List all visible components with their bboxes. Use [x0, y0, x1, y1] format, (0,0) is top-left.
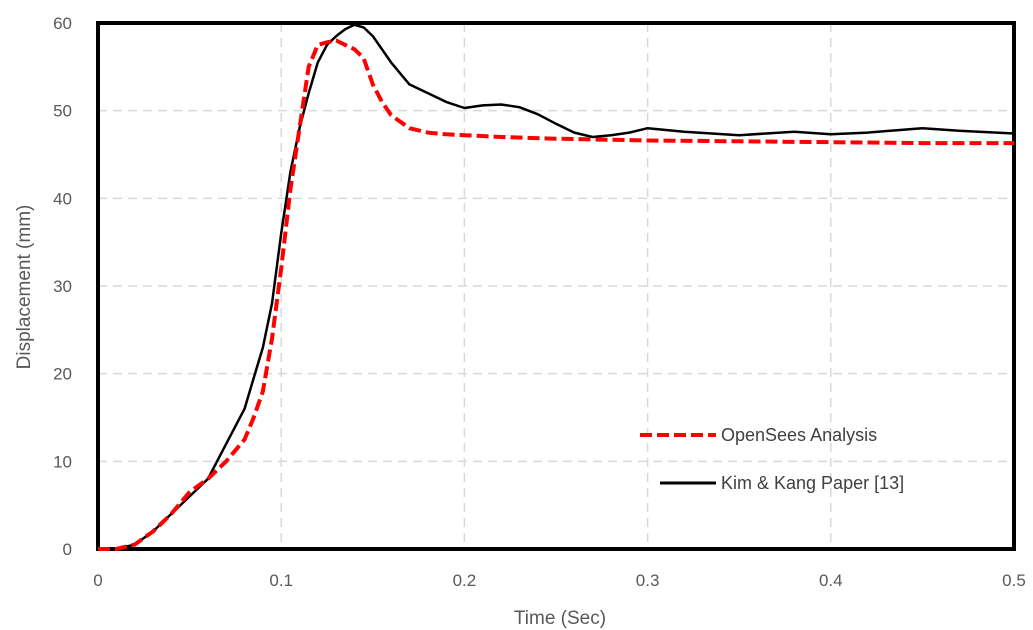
y-tick-label: 60: [53, 14, 72, 33]
y-tick-label: 10: [53, 452, 72, 471]
x-tick-label: 0.3: [636, 571, 660, 590]
x-tick-label: 0.4: [819, 571, 843, 590]
tick-labels: 0 0.1 0.2 0.3 0.4 0.5 0 10 20 30 40 50 60: [53, 14, 1026, 590]
x-axis-title: Time (Sec): [514, 608, 606, 629]
x-tick-label: 0: [93, 571, 102, 590]
y-tick-label: 40: [53, 189, 72, 208]
gridlines: [98, 23, 1014, 549]
x-tick-label: 0.1: [269, 571, 293, 590]
y-tick-label: 50: [53, 102, 72, 121]
x-tick-label: 0.5: [1002, 571, 1026, 590]
legend: OpenSees Analysis Kim & Kang Paper [13]: [640, 425, 904, 493]
y-tick-label: 30: [53, 277, 72, 296]
series-line-kim-kang: [98, 23, 1015, 551]
x-tick-label: 0.2: [453, 571, 477, 590]
legend-label-opensees: OpenSees Analysis: [721, 425, 877, 445]
legend-label-kim-kang: Kim & Kang Paper [13]: [721, 473, 904, 493]
y-axis-title: Displacement (mm): [14, 205, 35, 370]
plot-frame: [96, 21, 1016, 551]
y-tick-label: 0: [63, 540, 72, 559]
y-tick-label: 20: [53, 365, 72, 384]
series-group: [98, 23, 1015, 551]
